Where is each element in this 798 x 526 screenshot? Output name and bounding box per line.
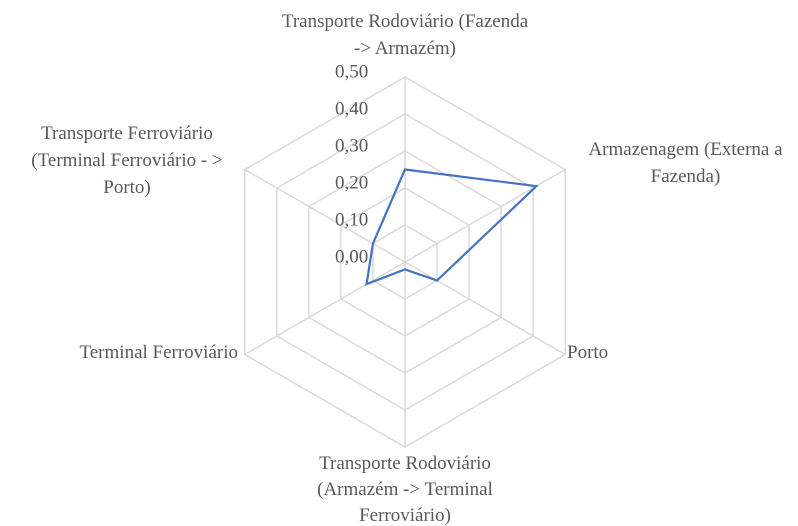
axis-label: Transporte Ferroviário (Terminal Ferrovi… <box>31 123 223 198</box>
spoke <box>244 168 406 263</box>
spoke <box>404 168 566 263</box>
axis-label: Porto <box>567 342 609 363</box>
series-line <box>365 168 539 286</box>
r-tick-label: 0,30 <box>335 135 368 156</box>
r-tick-label: 0,20 <box>335 172 368 193</box>
axis-label: Transporte Rodoviário (Armazém -> Termin… <box>317 453 493 526</box>
spoke <box>404 261 566 356</box>
axis-label: Terminal Ferroviário <box>79 342 238 363</box>
r-tick-label: 0,50 <box>335 61 368 82</box>
r-tick-label: 0,00 <box>335 246 368 267</box>
axis-label: Transporte Rodoviário (Fazenda -> Armazé… <box>281 11 529 59</box>
spoke <box>244 261 406 356</box>
r-tick-label: 0,10 <box>335 209 368 230</box>
axis-label: Armazenagem (Externa a Fazenda) <box>588 139 783 187</box>
r-tick-label: 0,40 <box>335 98 368 119</box>
